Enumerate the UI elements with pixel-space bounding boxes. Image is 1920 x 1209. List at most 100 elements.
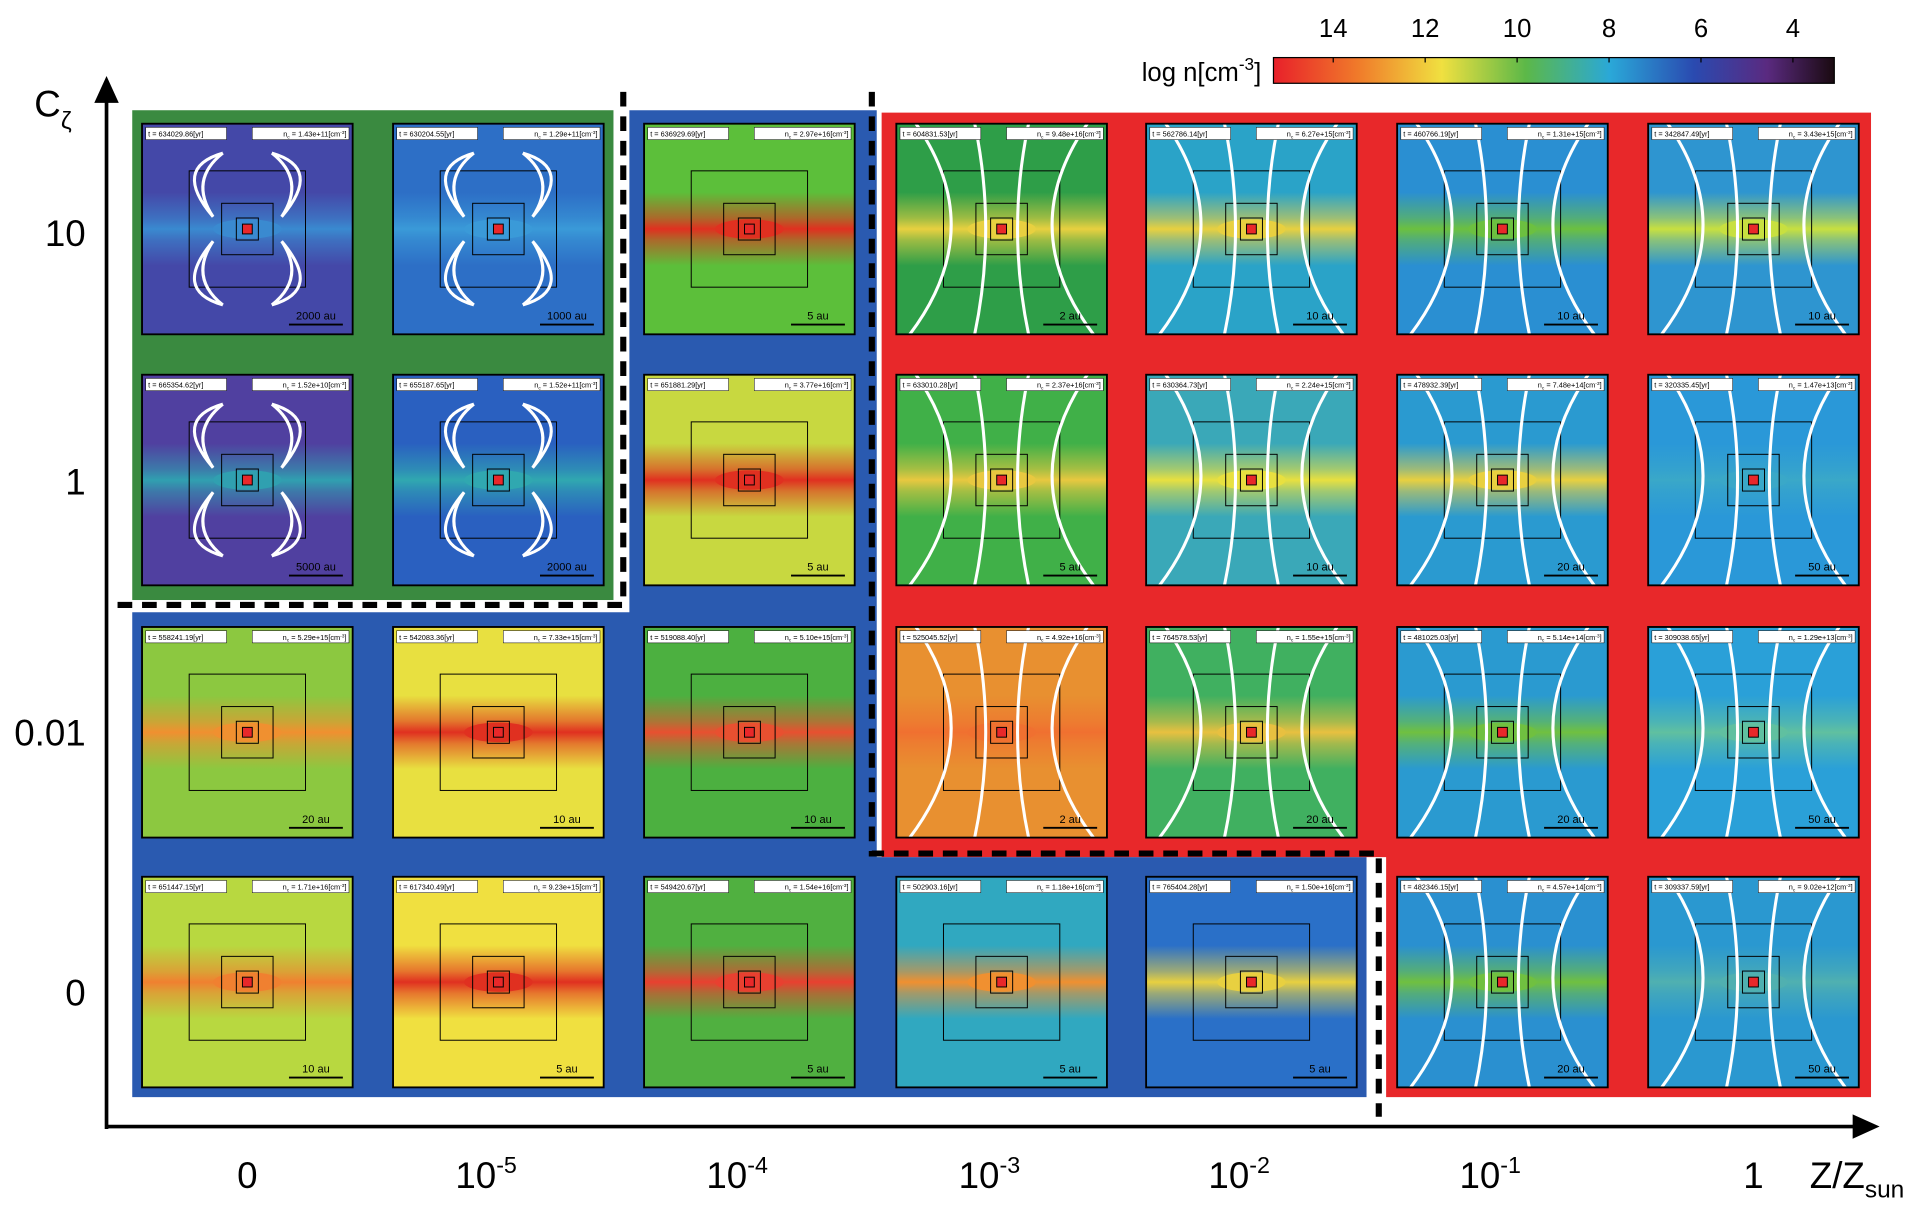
time-label: t = 309337.59[yr] [1654, 883, 1709, 892]
density-unit-end: ] [1851, 883, 1853, 892]
scale-label: 10 au [553, 814, 581, 826]
density-value: 1.31e+15 [1553, 130, 1584, 139]
density-unit-end: ] [1600, 381, 1602, 390]
density-equals: = [1293, 883, 1301, 892]
density-value: 1.29e+11 [549, 130, 579, 139]
scale-label: 10 au [1808, 311, 1836, 323]
panel: t = 549420.67[yr]nc = 1.54e+16[cm-3]5 au [644, 877, 855, 1088]
column-label-exponent: -4 [747, 1152, 768, 1178]
density-equals: = [1293, 381, 1301, 390]
density-equals: = [290, 130, 298, 139]
density-unit-end: ] [344, 883, 346, 892]
panel: t = 655187.65[yr]nc = 1.52e+11[cm-3]2000… [393, 375, 604, 586]
density-unit-end: ] [847, 633, 849, 642]
time-label: t = 651881.29[yr] [650, 381, 705, 390]
panel: t = 525045.52[yr]nc = 4.92e+16[cm-3]2 au [896, 627, 1107, 838]
density-value: 5.10e+15 [800, 633, 831, 642]
panel: t = 309337.59[yr]nc = 9.02e+12[cm-3]50 a… [1648, 877, 1859, 1088]
row-label: 0 [65, 972, 85, 1013]
panel: t = 342847.49[yr]nc = 3.43e+15[cm-3]10 a… [1648, 124, 1859, 335]
density-value: 2.24e+15 [1302, 381, 1333, 390]
time-label: t = 525045.52[yr] [902, 633, 957, 642]
y-label-text: C [34, 83, 61, 124]
panel: t = 460766.19[yr]nc = 1.31e+15[cm-3]10 a… [1397, 124, 1608, 335]
density-equals: = [289, 633, 297, 642]
core [242, 727, 252, 737]
density-equals: = [1043, 633, 1051, 642]
column-label: 10-3 [959, 1152, 1021, 1196]
density-unit: [cm [830, 130, 842, 139]
scale-label: 10 au [1306, 311, 1334, 323]
density-equals: = [1544, 883, 1552, 892]
core [1498, 727, 1508, 737]
density-equals: = [791, 883, 799, 892]
core [744, 727, 754, 737]
scale-label: 10 au [302, 1064, 330, 1076]
density-equals: = [540, 883, 548, 892]
time-label: t = 320335.45[yr] [1654, 381, 1709, 390]
scale-label: 5 au [807, 562, 828, 574]
density-unit-end: ] [596, 633, 598, 642]
density-unit-end: ] [847, 381, 849, 390]
panel: t = 633010.28[yr]nc = 2.37e+16[cm-3]5 au [896, 375, 1107, 586]
density-unit: [cm [1332, 883, 1344, 892]
panel: t = 320335.45[yr]nc = 1.47e+13[cm-3]50 a… [1648, 375, 1859, 586]
time-label: t = 342847.49[yr] [1654, 130, 1709, 139]
panel: t = 309038.65[yr]nc = 1.29e+13[cm-3]50 a… [1648, 627, 1859, 838]
density-value: 1.50e+16 [1302, 883, 1333, 892]
density-value: 9.02e+12 [1804, 883, 1835, 892]
core [744, 475, 754, 485]
time-label: t = 558241.19[yr] [148, 633, 203, 642]
column-label-base: 1 [1743, 1155, 1763, 1196]
colorbar-label-text: log n[cm [1142, 59, 1239, 87]
time-label: t = 636929.69[yr] [650, 130, 705, 139]
density-value: 7.33e+15 [549, 633, 580, 642]
panel: t = 502903.16[yr]nc = 1.18e+16[cm-3]5 au [896, 877, 1107, 1088]
density-unit: [cm [830, 381, 842, 390]
density-equals: = [541, 130, 549, 139]
density-unit: [cm [1583, 381, 1595, 390]
time-label: t = 542083.36[yr] [399, 633, 454, 642]
density-unit-end: ] [1349, 130, 1351, 139]
density-unit-end: ] [1349, 633, 1351, 642]
panel: t = 558241.19[yr]nc = 5.29e+15[cm-3]20 a… [142, 627, 353, 838]
column-label-base: 10 [706, 1155, 747, 1196]
panel: t = 630204.55[yr]nc = 1.29e+11[cm-3]1000… [393, 124, 604, 335]
density-equals: = [1795, 381, 1803, 390]
core [493, 727, 503, 737]
density-equals: = [1544, 633, 1552, 642]
core [242, 224, 252, 234]
density-unit-end: ] [847, 883, 849, 892]
column-label: 1 [1743, 1155, 1763, 1196]
core [744, 977, 754, 987]
density-unit: [cm [1083, 883, 1095, 892]
scale-label: 5 au [807, 1064, 828, 1076]
density-value: 1.71e+16 [298, 883, 329, 892]
time-label: t = 604831.53[yr] [902, 130, 957, 139]
core [1749, 475, 1759, 485]
column-label-exponent: -2 [1249, 1152, 1270, 1178]
density-value: 4.57e+14 [1553, 883, 1584, 892]
core [1247, 475, 1257, 485]
x-axis-label: Z/Zsun [1810, 1155, 1905, 1204]
colorbar-tick-label: 6 [1694, 15, 1708, 43]
density-unit: [cm [1332, 130, 1344, 139]
core [1498, 475, 1508, 485]
scale-label: 20 au [1557, 562, 1585, 574]
density-value: 9.23e+15 [549, 883, 580, 892]
column-label-base: 10 [1208, 1155, 1249, 1196]
panel: t = 665354.62[yr]nc = 1.52e+10[cm-3]5000… [142, 375, 353, 586]
density-unit: [cm [579, 381, 591, 390]
density-equals: = [1544, 381, 1552, 390]
density-unit: [cm [1083, 130, 1095, 139]
density-unit-end: ] [1099, 130, 1101, 139]
core [997, 727, 1007, 737]
panel: t = 519088.40[yr]nc = 5.10e+15[cm-3]10 a… [644, 627, 855, 838]
density-unit-end: ] [1349, 381, 1351, 390]
density-value: 1.18e+16 [1052, 883, 1083, 892]
time-label: t = 482346.15[yr] [1403, 883, 1458, 892]
panel: t = 765404.28[yr]nc = 1.50e+16[cm-3]5 au [1146, 877, 1357, 1088]
colorbar-tick-label: 12 [1411, 15, 1440, 43]
density-equals: = [1544, 130, 1552, 139]
density-equals: = [1043, 130, 1051, 139]
